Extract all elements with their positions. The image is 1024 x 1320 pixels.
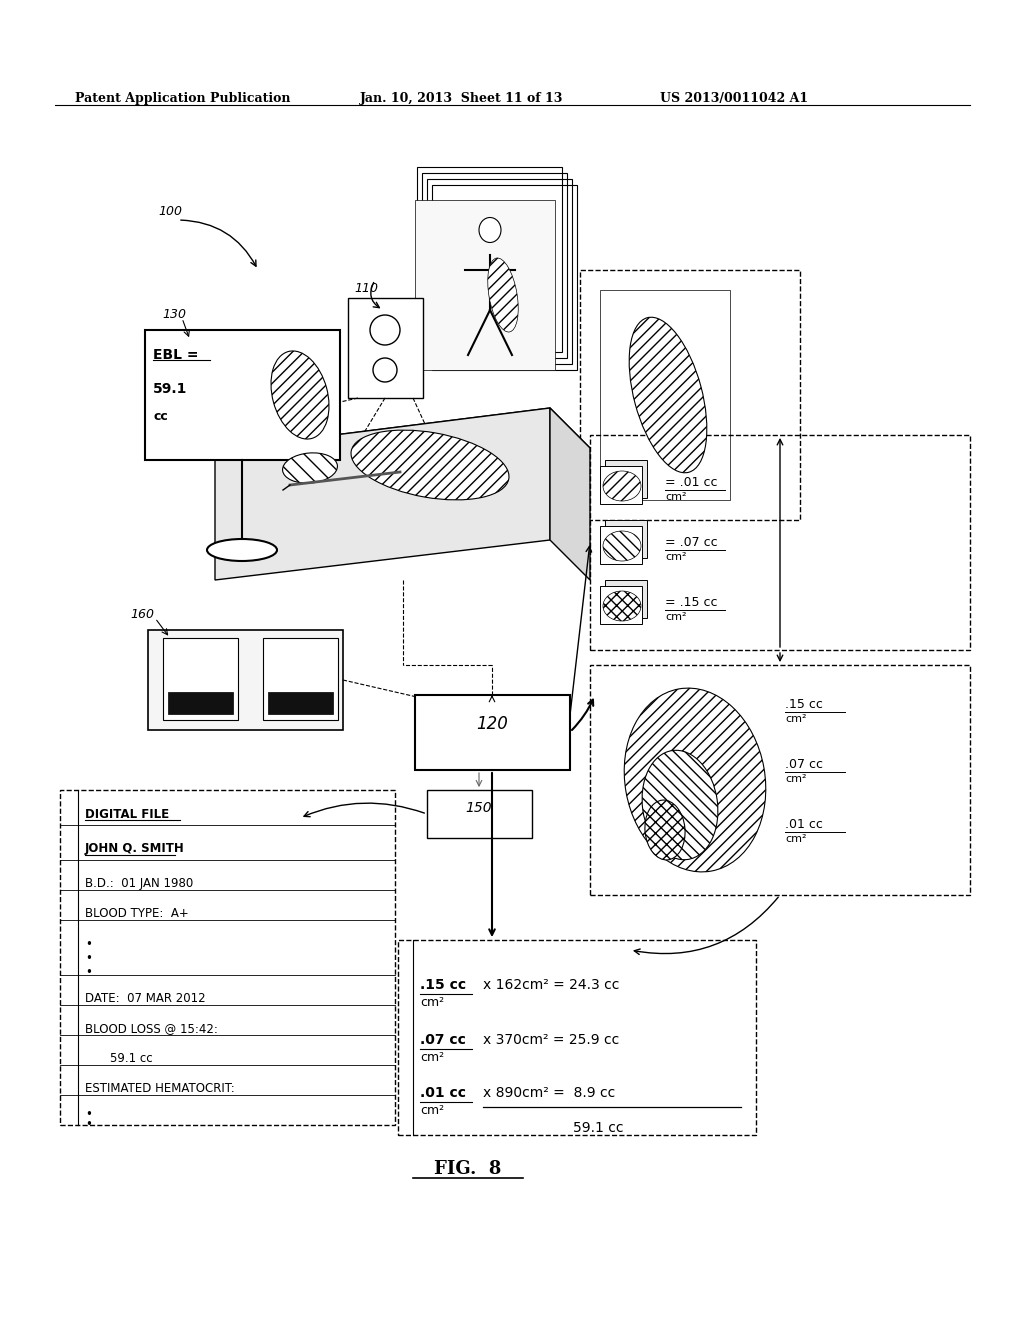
Text: BLOOD TYPE:  A+: BLOOD TYPE: A+ [85, 907, 188, 920]
Bar [268, 692, 333, 714]
Text: 120: 120 [476, 715, 508, 733]
Text: 150: 150 [466, 801, 493, 814]
Text: EBL =: EBL = [153, 348, 199, 362]
Bar [415, 201, 555, 370]
Text: •: • [85, 1118, 92, 1131]
Ellipse shape [625, 688, 766, 873]
Bar [605, 579, 647, 618]
Ellipse shape [603, 591, 641, 620]
Bar [600, 525, 642, 564]
Text: 59.1: 59.1 [153, 381, 187, 396]
Text: cm²: cm² [420, 997, 444, 1008]
Bar [422, 173, 567, 358]
Text: cm²: cm² [665, 552, 686, 562]
Bar [600, 290, 730, 500]
Text: .15 cc: .15 cc [785, 698, 823, 711]
Ellipse shape [479, 218, 501, 243]
Text: = .07 cc: = .07 cc [665, 536, 718, 549]
Text: cm²: cm² [420, 1051, 444, 1064]
Text: Jan. 10, 2013  Sheet 11 of 13: Jan. 10, 2013 Sheet 11 of 13 [360, 92, 563, 106]
Text: cm²: cm² [665, 612, 686, 622]
Bar [263, 638, 338, 719]
Ellipse shape [487, 257, 518, 333]
Text: cm²: cm² [785, 774, 807, 784]
Ellipse shape [351, 430, 509, 500]
Bar [605, 459, 647, 498]
Text: .01 cc: .01 cc [785, 818, 823, 832]
Text: •: • [85, 966, 92, 979]
Text: 59.1 cc: 59.1 cc [110, 1052, 153, 1065]
Text: B.D.:  01 JAN 1980: B.D.: 01 JAN 1980 [85, 876, 194, 890]
Text: BLOOD LOSS @ 15:42:: BLOOD LOSS @ 15:42: [85, 1022, 218, 1035]
Text: x 370cm² = 25.9 cc: x 370cm² = 25.9 cc [483, 1034, 620, 1047]
Text: DIGITAL FILE: DIGITAL FILE [85, 808, 169, 821]
Text: .01 cc: .01 cc [420, 1086, 466, 1100]
Ellipse shape [271, 351, 329, 440]
Text: = .01 cc: = .01 cc [665, 477, 718, 488]
Ellipse shape [207, 539, 278, 561]
Text: cm²: cm² [785, 714, 807, 723]
Ellipse shape [373, 358, 397, 381]
Bar [348, 298, 423, 399]
Bar [590, 665, 970, 895]
Text: 100: 100 [158, 205, 182, 218]
Ellipse shape [645, 800, 685, 859]
Bar [168, 692, 233, 714]
Polygon shape [215, 408, 550, 579]
Text: x 890cm² =  8.9 cc: x 890cm² = 8.9 cc [483, 1086, 615, 1100]
Ellipse shape [629, 317, 707, 473]
Ellipse shape [603, 531, 641, 561]
Bar [590, 436, 970, 649]
Bar [580, 271, 800, 520]
Text: cm²: cm² [665, 492, 686, 502]
Text: cc: cc [153, 411, 168, 422]
Text: = .15 cc: = .15 cc [665, 597, 718, 609]
Bar [148, 630, 343, 730]
Bar [163, 638, 238, 719]
Ellipse shape [603, 471, 641, 502]
Bar [145, 330, 340, 459]
Ellipse shape [370, 315, 400, 345]
Text: JOHN Q. SMITH: JOHN Q. SMITH [85, 842, 184, 855]
Text: DATE:  07 MAR 2012: DATE: 07 MAR 2012 [85, 993, 206, 1005]
Text: 59.1 cc: 59.1 cc [572, 1121, 624, 1135]
Text: •: • [85, 939, 92, 950]
Bar [398, 940, 756, 1135]
Text: ESTIMATED HEMATOCRIT:: ESTIMATED HEMATOCRIT: [85, 1082, 234, 1096]
Text: .15 cc: .15 cc [420, 978, 466, 993]
Text: US 2013/0011042 A1: US 2013/0011042 A1 [660, 92, 808, 106]
Bar [415, 696, 570, 770]
Polygon shape [550, 408, 590, 579]
Text: 130: 130 [162, 308, 186, 321]
Bar [600, 466, 642, 504]
Text: .07 cc: .07 cc [420, 1034, 466, 1047]
Bar [427, 180, 572, 364]
Text: •: • [85, 952, 92, 965]
Bar [417, 168, 562, 352]
Text: 110: 110 [354, 282, 378, 294]
Text: FIG.  8: FIG. 8 [434, 1160, 502, 1177]
Text: •: • [85, 1107, 92, 1121]
Bar [605, 520, 647, 558]
Text: x 162cm² = 24.3 cc: x 162cm² = 24.3 cc [483, 978, 620, 993]
Text: cm²: cm² [785, 834, 807, 843]
Text: .07 cc: .07 cc [785, 758, 823, 771]
Polygon shape [215, 408, 590, 490]
Ellipse shape [283, 453, 338, 483]
Bar [427, 789, 532, 838]
Bar [432, 185, 577, 370]
Bar [600, 586, 642, 624]
Text: 160: 160 [130, 609, 154, 620]
Text: cm²: cm² [420, 1104, 444, 1117]
Text: Patent Application Publication: Patent Application Publication [75, 92, 291, 106]
Bar [60, 789, 395, 1125]
Ellipse shape [642, 750, 718, 859]
